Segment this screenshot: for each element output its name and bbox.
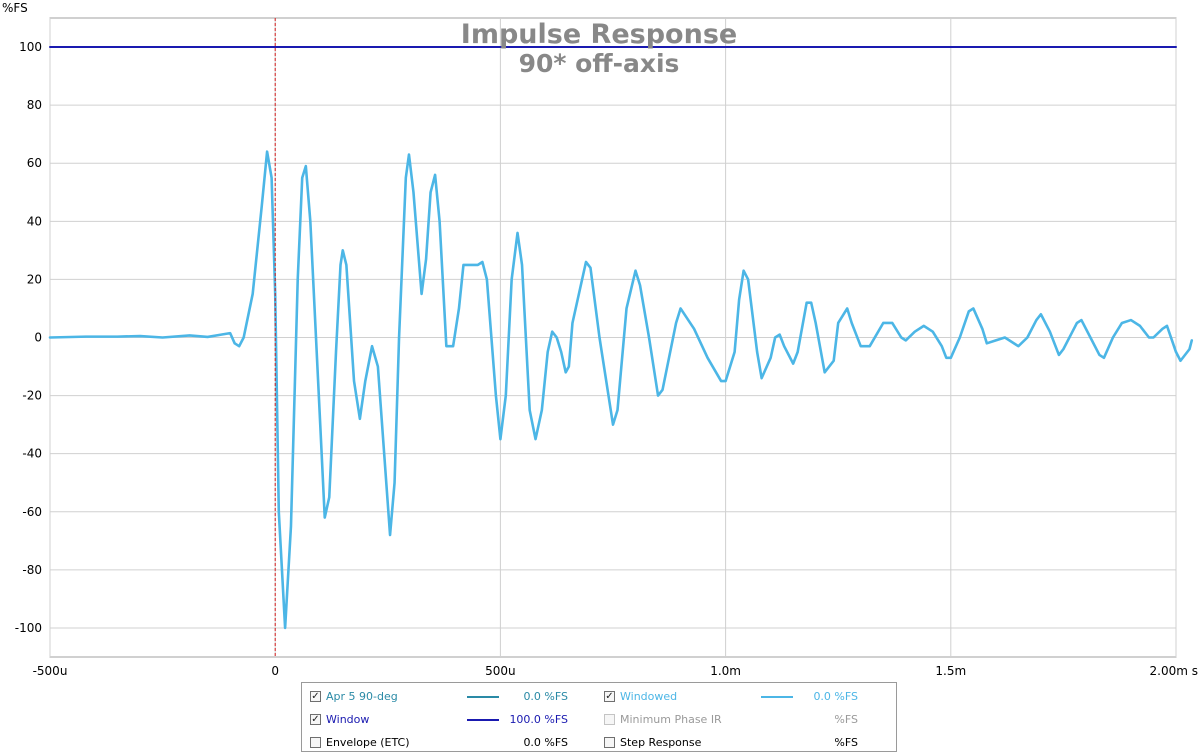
impulse-response-chart[interactable]: 100 80 60 40 20 0 -20 -40 -60 -80 -100 -500u 0 500u 1.… bbox=[0, 0, 1200, 680]
minimum-phase-ir-checkbox[interactable] bbox=[604, 714, 615, 725]
y-tick-label: -40 bbox=[22, 447, 42, 461]
legend-item-windowed[interactable]: ✓ Windowed 0.0 %FS bbox=[604, 687, 894, 707]
y-tick-label: 80 bbox=[27, 98, 42, 112]
axis-tick-labels: 100 80 60 40 20 0 -20 -40 -60 -80 -100 -500u 0 500u 1.… bbox=[15, 40, 1198, 678]
legend-panel: ✓ Apr 5 90-deg 0.0 %FS ✓ Windowed 0.0 %F… bbox=[301, 682, 897, 752]
y-axis-unit-label: %FS bbox=[2, 1, 28, 15]
window-swatch bbox=[467, 719, 499, 721]
step-response-label: Step Response bbox=[620, 736, 702, 749]
step-response-value: %FS bbox=[834, 736, 858, 749]
series-line-windowed[interactable] bbox=[48, 150, 1194, 630]
x-tick-label: 500u bbox=[485, 664, 516, 678]
window-checkbox[interactable]: ✓ bbox=[310, 714, 321, 725]
series-layer bbox=[48, 46, 1194, 630]
windowed-checkbox[interactable]: ✓ bbox=[604, 691, 615, 702]
envelope-etc-label: Envelope (ETC) bbox=[326, 736, 410, 749]
y-tick-label: 60 bbox=[27, 156, 42, 170]
y-tick-label: -60 bbox=[22, 505, 42, 519]
x-tick-label: 1.0m bbox=[710, 664, 741, 678]
x-tick-label: -500u bbox=[33, 664, 68, 678]
chart-subtitle: 90* off-axis bbox=[519, 49, 680, 78]
legend-row: Envelope (ETC) 0.0 %FS Step Response %FS bbox=[302, 733, 896, 753]
step-response-checkbox[interactable] bbox=[604, 737, 615, 748]
legend-item-window[interactable]: ✓ Window 100.0 %FS bbox=[310, 710, 600, 730]
legend-item-apr5-90deg[interactable]: ✓ Apr 5 90-deg 0.0 %FS bbox=[310, 687, 600, 707]
y-tick-label: 0 bbox=[34, 331, 42, 345]
y-tick-label: 40 bbox=[27, 214, 42, 228]
x-tick-label: 1.5m bbox=[935, 664, 966, 678]
window-value: 100.0 %FS bbox=[509, 713, 568, 726]
windowed-swatch bbox=[761, 696, 793, 698]
legend-item-envelope-etc[interactable]: Envelope (ETC) 0.0 %FS bbox=[310, 733, 600, 753]
envelope-etc-value: 0.0 %FS bbox=[523, 736, 568, 749]
x-tick-label: 2.00m s bbox=[1150, 664, 1198, 678]
y-tick-label: 20 bbox=[27, 272, 42, 286]
y-tick-label: -100 bbox=[15, 621, 42, 635]
apr5-90deg-value: 0.0 %FS bbox=[523, 690, 568, 703]
y-tick-label: -20 bbox=[22, 389, 42, 403]
x-tick-label: 0 bbox=[271, 664, 279, 678]
chart-title: Impulse Response bbox=[461, 19, 737, 50]
y-tick-label: 100 bbox=[19, 40, 42, 54]
minimum-phase-ir-value: %FS bbox=[834, 713, 858, 726]
legend-item-minimum-phase-ir[interactable]: Minimum Phase IR %FS bbox=[604, 710, 894, 730]
envelope-etc-checkbox[interactable] bbox=[310, 737, 321, 748]
window-label: Window bbox=[326, 713, 370, 726]
y-tick-label: -80 bbox=[22, 563, 42, 577]
legend-row: ✓ Window 100.0 %FS Minimum Phase IR %FS bbox=[302, 710, 896, 730]
minimum-phase-ir-label: Minimum Phase IR bbox=[620, 713, 722, 726]
legend-item-step-response[interactable]: Step Response %FS bbox=[604, 733, 894, 753]
apr5-90deg-swatch bbox=[467, 696, 499, 698]
apr5-90deg-checkbox[interactable]: ✓ bbox=[310, 691, 321, 702]
apr5-90deg-label: Apr 5 90-deg bbox=[326, 690, 398, 703]
windowed-label: Windowed bbox=[620, 690, 678, 703]
legend-row: ✓ Apr 5 90-deg 0.0 %FS ✓ Windowed 0.0 %F… bbox=[302, 687, 896, 707]
windowed-value: 0.0 %FS bbox=[813, 690, 858, 703]
